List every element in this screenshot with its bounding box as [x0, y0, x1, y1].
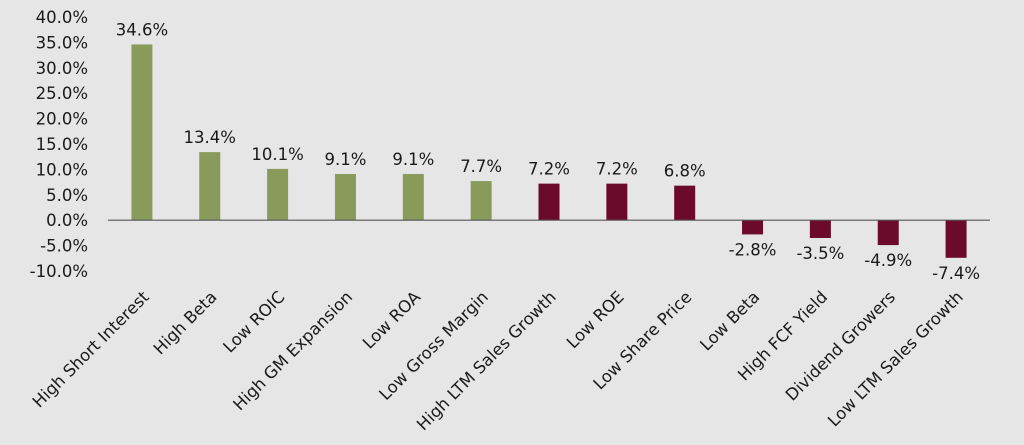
bar — [538, 183, 560, 221]
y-tick-label: -10.0% — [30, 262, 88, 281]
data-label: -7.4% — [932, 264, 980, 283]
data-label: 7.7% — [460, 157, 502, 176]
x-tick-label: Low Beta — [696, 287, 763, 354]
y-tick-label: 40.0% — [36, 8, 88, 27]
y-tick-label: -5.0% — [40, 237, 88, 256]
bar — [131, 44, 153, 221]
x-tick-label: Low LTM Sales Growth — [824, 287, 967, 430]
data-label: 7.2% — [528, 160, 570, 179]
x-tick-label: High Beta — [150, 287, 221, 358]
bar — [267, 168, 289, 221]
data-label: -2.8% — [729, 240, 777, 259]
x-tick-label: Low ROE — [563, 287, 628, 352]
bar — [606, 183, 628, 221]
data-label: 9.1% — [325, 150, 367, 169]
data-label: 7.2% — [596, 160, 638, 179]
data-label: -4.9% — [864, 251, 912, 270]
bar — [199, 152, 221, 221]
y-tick-label: 10.0% — [36, 160, 88, 179]
x-tick-label: High GM Expansion — [229, 287, 356, 414]
bar — [470, 181, 492, 221]
x-tick-label: Low ROA — [359, 287, 425, 353]
bars — [131, 44, 967, 258]
data-label: 9.1% — [392, 150, 434, 169]
data-label: 10.1% — [251, 145, 303, 164]
y-tick-label: 35.0% — [36, 33, 88, 52]
bar — [674, 185, 696, 221]
y-tick-label: 20.0% — [36, 110, 88, 129]
x-tick-label: High Short Interest — [29, 287, 153, 411]
data-label: 34.6% — [116, 20, 168, 39]
bar — [945, 220, 967, 258]
y-tick-label: 15.0% — [36, 135, 88, 154]
data-label: 6.8% — [664, 162, 706, 181]
bar — [877, 220, 899, 246]
x-tick-label: High LTM Sales Growth — [413, 287, 560, 434]
bar — [402, 173, 424, 221]
y-tick-label: 0.0% — [46, 211, 88, 230]
y-tick-label: 30.0% — [36, 59, 88, 78]
data-label: 13.4% — [184, 128, 236, 147]
y-tick-label: 25.0% — [36, 84, 88, 103]
x-tick-label: Low ROIC — [219, 287, 288, 356]
data-label: -3.5% — [796, 244, 844, 263]
data-labels: 34.6% 13.4% 10.1% 9.1% 9.1% 7.7% 7.2% 7.2% 6.8% -… — [116, 20, 980, 282]
bar — [809, 220, 831, 238]
y-tick-label: 5.0% — [46, 186, 88, 205]
bar — [334, 173, 356, 221]
y-axis: 40.0% 35.0% 30.0% 25.0% 20.0% 15.0% 10.0% 5.0% 0… — [30, 8, 88, 281]
bar — [742, 220, 764, 235]
